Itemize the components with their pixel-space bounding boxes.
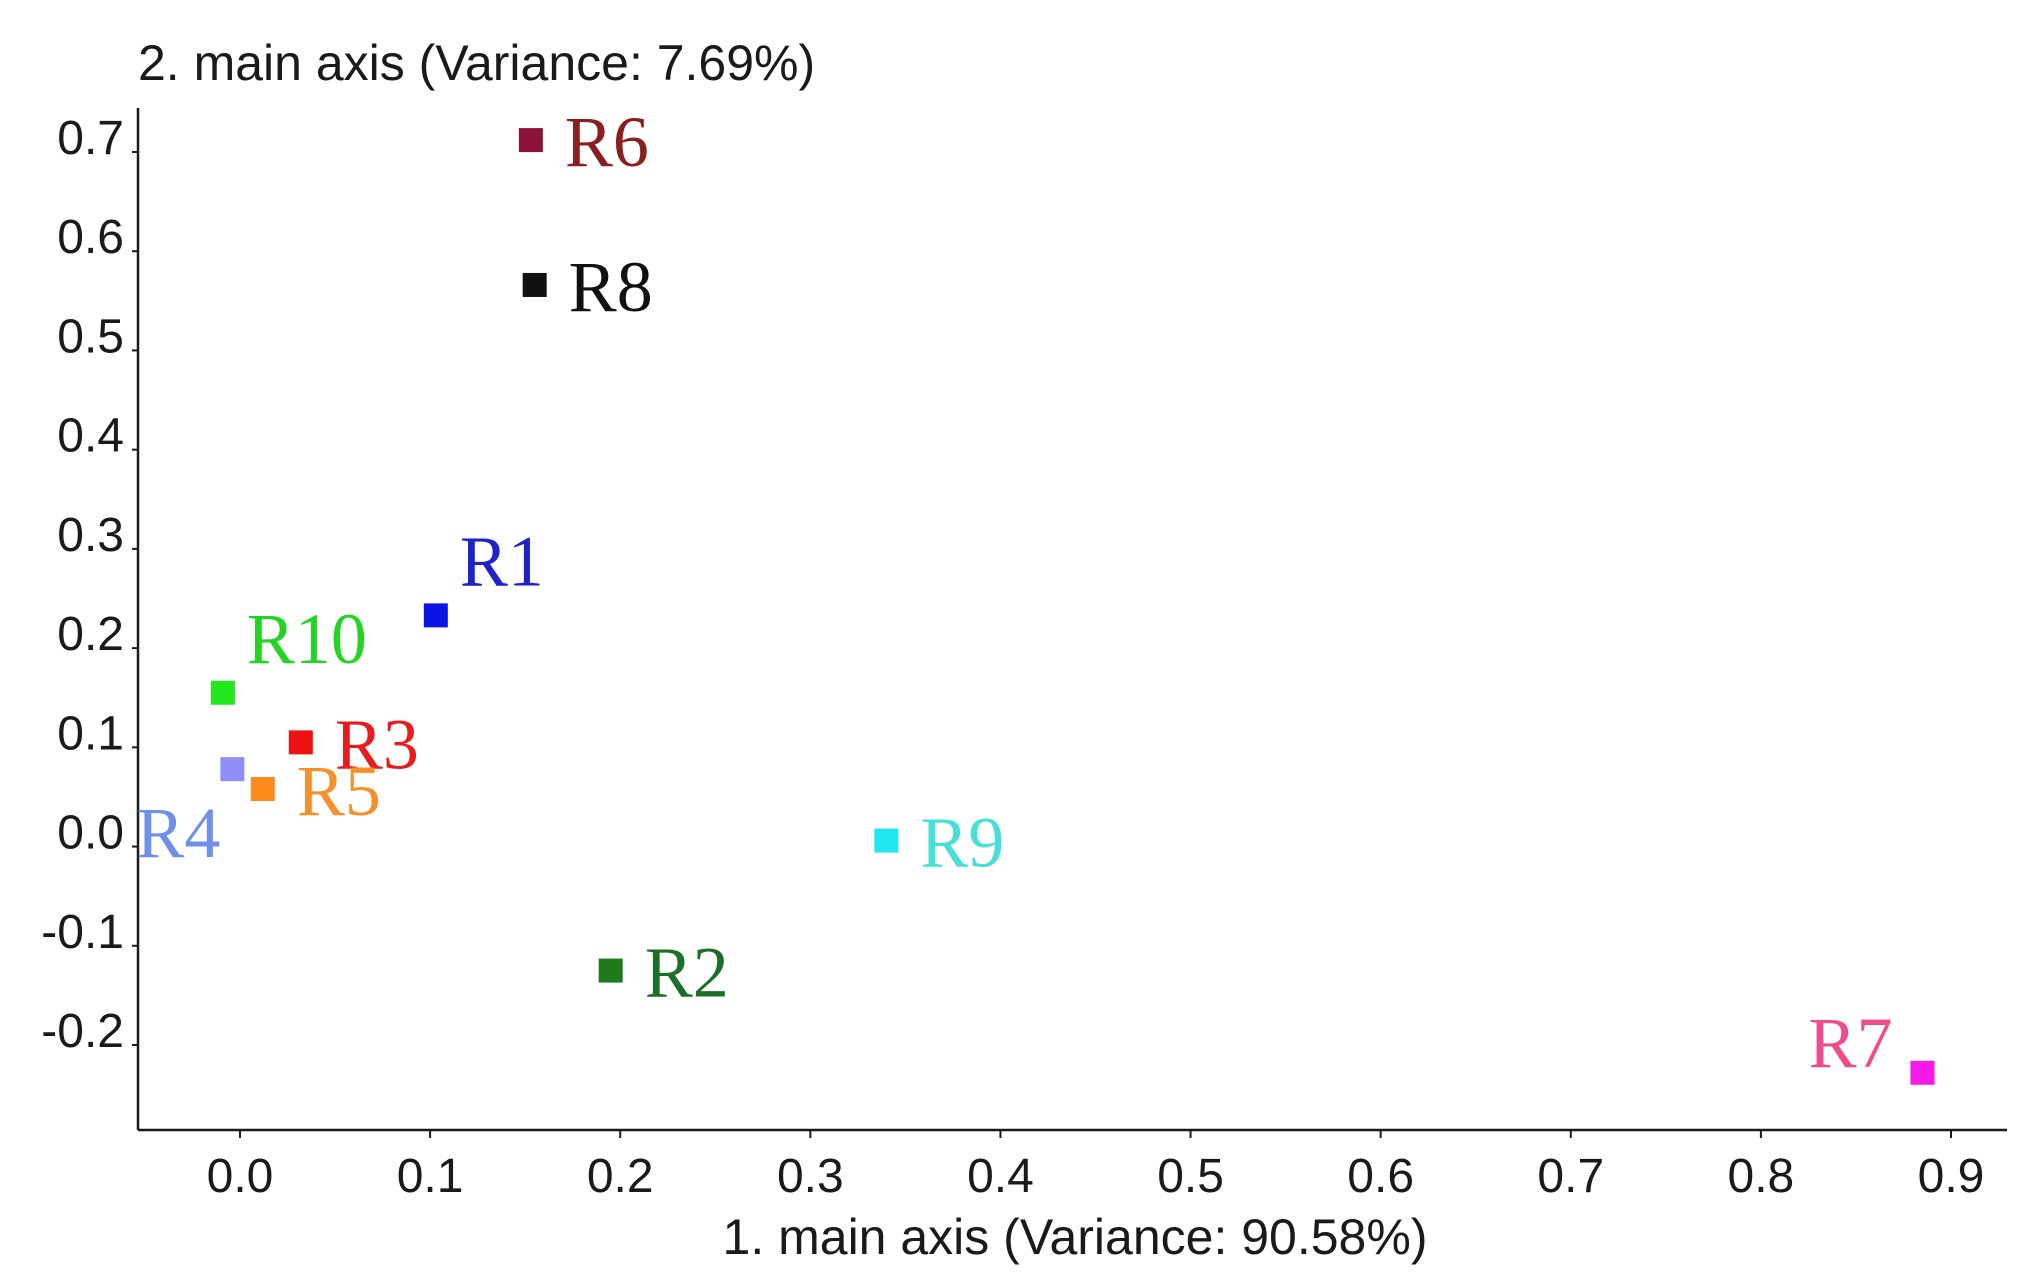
x-tick-label: 0.6: [1347, 1150, 1414, 1203]
point-label: R8: [569, 247, 653, 327]
point-label: R5: [297, 751, 381, 831]
point-label: R4: [136, 793, 220, 873]
point-label: R10: [247, 599, 367, 679]
data-point-r9: R9: [874, 803, 1004, 883]
point-label: R1: [460, 521, 544, 601]
data-point-r3: R3: [288, 704, 419, 784]
axes-layer: [136, 108, 2007, 1132]
point-marker: [210, 680, 235, 705]
x-tick-label: 0.4: [967, 1150, 1034, 1203]
x-tick-label: 0.3: [777, 1150, 844, 1203]
point-marker: [522, 272, 547, 297]
y-tick-label: 0.7: [57, 112, 124, 165]
x-tick-label: 0.2: [587, 1150, 654, 1203]
y-axis-title: 2. main axis (Variance: 7.69%): [138, 35, 815, 91]
x-tick-label: 0.5: [1157, 1150, 1224, 1203]
data-point-r2: R2: [598, 933, 729, 1013]
x-tick-label: 0.1: [397, 1150, 464, 1203]
point-marker: [518, 128, 543, 153]
y-tick-label: 0.4: [57, 410, 124, 463]
y-tick-label: 0.2: [57, 608, 124, 661]
data-point-r8: R8: [522, 247, 653, 327]
data-point-r10: R10: [210, 599, 367, 705]
data-point-r4: R4: [136, 757, 245, 873]
y-tick-label: 0.3: [57, 509, 124, 562]
y-tick-label: -0.1: [41, 906, 124, 959]
y-tick-label: 0.6: [57, 211, 124, 264]
point-marker: [423, 603, 448, 628]
x-ticks-layer: 0.0 0.1 0.2 0.3 0.4 0.5 0.6 0.7 0.8 0.9: [207, 1130, 1985, 1203]
point-label: R9: [920, 803, 1004, 883]
x-tick-label: 0.8: [1728, 1150, 1795, 1203]
point-label: R2: [645, 933, 729, 1013]
data-point-r7: R7: [1808, 1003, 1935, 1085]
point-marker: [874, 828, 899, 853]
data-point-r5: R5: [250, 751, 381, 831]
x-tick-label: 0.9: [1918, 1150, 1985, 1203]
y-tick-label: -0.2: [41, 1005, 124, 1058]
point-label: R3: [335, 704, 419, 784]
point-label: R6: [565, 102, 649, 182]
y-tick-label: 0.0: [57, 807, 124, 860]
data-point-r1: R1: [423, 521, 544, 628]
y-tick-label: 0.1: [57, 707, 124, 760]
point-marker: [288, 730, 313, 755]
data-point-r6: R6: [518, 102, 649, 182]
y-ticks-layer: 0.7 0.6 0.5 0.4 0.3 0.2 0.1 0.0 -0.1 -0.2: [41, 112, 138, 1058]
point-marker: [598, 958, 623, 983]
point-label: R7: [1808, 1003, 1892, 1083]
point-marker: [250, 777, 275, 802]
x-axis-title: 1. main axis (Variance: 90.58%): [723, 1209, 1428, 1265]
point-marker: [1910, 1060, 1935, 1085]
x-tick-label: 0.7: [1537, 1150, 1604, 1203]
x-tick-label: 0.0: [207, 1150, 274, 1203]
points-layer: R1 R2 R3 R4 R5 R6 R7 R8 R9 R10: [136, 102, 1935, 1085]
y-tick-label: 0.5: [57, 310, 124, 363]
point-marker: [220, 757, 245, 782]
